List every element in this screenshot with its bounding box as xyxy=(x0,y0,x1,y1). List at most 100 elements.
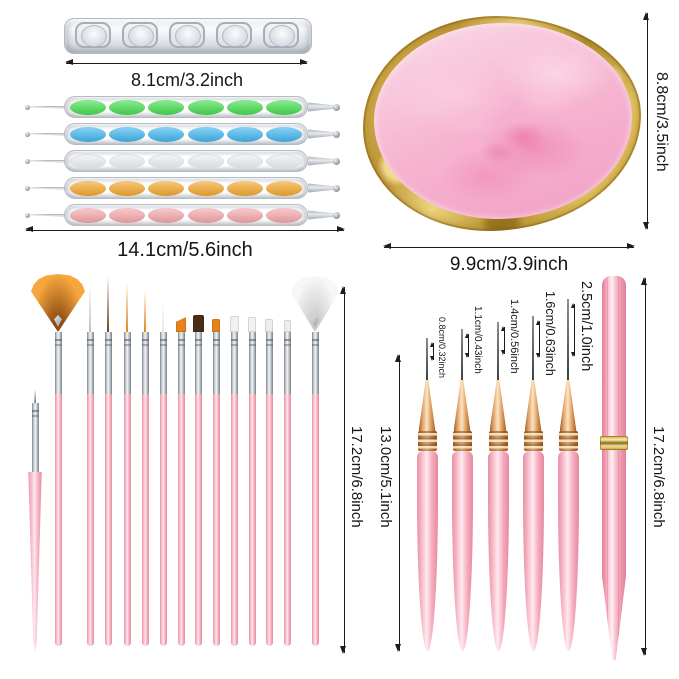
dotting-handle-twist-lens xyxy=(226,126,263,142)
dotting-left-needle xyxy=(30,105,65,109)
clear-palette-strip xyxy=(64,18,312,54)
dotting-handle-twist-lens xyxy=(109,153,146,169)
dotting-handle-twist-lens xyxy=(187,207,224,223)
liner-ferrule-cone xyxy=(453,380,471,432)
liner-needle xyxy=(497,322,499,381)
measure-arrow-strip-width xyxy=(65,59,308,66)
liner-needle xyxy=(426,338,428,381)
palette-width-label: 9.9cm/3.9inch xyxy=(449,254,569,275)
brush-tip-liner xyxy=(126,282,128,332)
measure-arrow-liner-length xyxy=(395,354,402,652)
brush-ferrule xyxy=(86,332,94,394)
brush-set-length-label: 17.2cm/6.8inch xyxy=(348,426,365,528)
liner-tip-length-label: 2.5cm/1.0inch xyxy=(578,281,594,372)
palette-strip-well-circle xyxy=(175,25,201,47)
brush-tip-liner xyxy=(89,286,91,332)
liner-needle xyxy=(532,316,534,381)
liner-handle xyxy=(451,451,473,651)
dotting-handle-twist-lens xyxy=(70,180,106,196)
liner-handle xyxy=(522,451,544,651)
resin-palette-gold-rim xyxy=(363,16,641,231)
offset-brush-ferrule xyxy=(31,403,39,473)
brush-ferrule xyxy=(194,332,202,394)
dotting-handle-twist-lens xyxy=(109,180,146,196)
brush-ferrule xyxy=(265,332,273,394)
dotting-handle-twist-lens xyxy=(226,180,263,196)
liner-ferrule-collar xyxy=(417,431,437,451)
dotting-right-tip xyxy=(308,102,334,112)
pen-lower-body xyxy=(602,450,626,660)
dotting-handle-twist-lens xyxy=(226,207,263,223)
dotting-tool-handle xyxy=(64,150,308,172)
liner-ferrule-collar xyxy=(452,431,472,451)
measure-arrow-pen-length xyxy=(641,277,648,656)
measure-arrow-brush-length xyxy=(340,286,347,654)
brush-handle xyxy=(54,394,62,646)
brush-handle xyxy=(212,394,220,646)
liner-tip-length-label: 1.1cm/0.43inch xyxy=(472,306,483,374)
dotting-right-tip xyxy=(308,210,334,220)
brush-ferrule xyxy=(159,332,167,394)
palette-strip-well xyxy=(169,22,205,48)
brush-handle xyxy=(283,394,291,646)
dotting-handle-twist-lens xyxy=(148,180,185,196)
measure-arrow-palette-width xyxy=(383,243,635,250)
brush-tip-flat xyxy=(192,315,204,332)
brush-ferrule xyxy=(54,332,62,394)
dotting-right-ball xyxy=(333,103,340,111)
dotting-handle-twist-lens xyxy=(265,99,302,115)
brush-tip-flat xyxy=(248,317,256,332)
dotting-left-needle xyxy=(30,186,65,190)
brush-ferrule xyxy=(177,332,185,394)
brush-handle xyxy=(86,394,94,646)
palette-strip-well xyxy=(216,22,252,48)
brush-handle xyxy=(230,394,238,646)
dotting-left-needle xyxy=(30,132,65,136)
dotting-tool-handle xyxy=(64,204,308,226)
brush-handle xyxy=(123,394,131,646)
brush-tip-flat xyxy=(212,319,220,332)
liner-tip-measure-arrow xyxy=(501,326,506,355)
liner-ferrule-cone xyxy=(559,380,577,432)
dotting-left-ball xyxy=(25,158,30,164)
liner-ferrule-collar xyxy=(488,431,508,451)
pen-upper-body xyxy=(602,276,626,437)
dotting-handle-twist-lens xyxy=(70,126,106,142)
brush-handle xyxy=(311,394,319,646)
dotting-right-ball xyxy=(333,130,340,138)
liner-handle xyxy=(557,451,579,651)
brush-tip-flat xyxy=(283,320,291,332)
dotting-handle-twist-lens xyxy=(70,99,106,115)
liner-ferrule-collar xyxy=(523,431,543,451)
brush-ferrule xyxy=(212,332,220,394)
dotting-handle-twist-lens xyxy=(265,207,302,223)
dotting-handle-twist-lens xyxy=(265,126,302,142)
liner-tip-length-label: 0.8cm/0.32inch xyxy=(437,317,447,379)
liner-tip-measure-arrow xyxy=(571,303,576,357)
brush-ferrule xyxy=(283,332,291,394)
liner-handle xyxy=(416,451,438,651)
dotting-right-tip xyxy=(308,183,334,193)
dotting-handle-twist-lens xyxy=(265,180,302,196)
resin-palette-surface xyxy=(374,23,632,219)
brush-tip-liner xyxy=(162,301,164,332)
liner-tip-measure-arrow xyxy=(465,333,470,358)
liner-ferrule-cone xyxy=(418,380,436,432)
liner-needle xyxy=(567,299,569,381)
brush-ferrule xyxy=(230,332,238,394)
dotting-left-ball xyxy=(25,185,30,191)
palette-strip-well xyxy=(75,22,111,48)
strip-width-label: 8.1cm/3.2inch xyxy=(130,70,244,90)
liner-length-label: 13.0cm/5.1inch xyxy=(377,426,394,528)
dotting-handle-twist-lens xyxy=(109,99,146,115)
dotting-right-ball xyxy=(333,157,340,165)
brush-handle xyxy=(194,394,202,646)
liner-tip-length-label: 1.4cm/0.56inch xyxy=(508,299,520,374)
brush-fan-crimp xyxy=(54,315,62,327)
palette-strip-well xyxy=(122,22,158,48)
dotting-handle-twist-lens xyxy=(187,99,224,115)
dotting-left-ball xyxy=(25,131,30,137)
dotting-handle-twist-lens xyxy=(70,153,106,169)
dotting-handle-twist-lens xyxy=(148,126,185,142)
